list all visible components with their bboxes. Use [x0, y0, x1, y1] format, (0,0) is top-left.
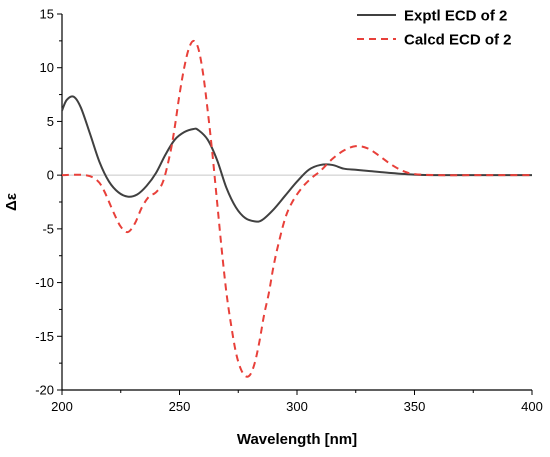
- y-tick-label: 5: [47, 114, 54, 129]
- y-tick-label: -10: [35, 275, 54, 290]
- x-tick-label: 300: [286, 399, 308, 414]
- y-tick-label: -15: [35, 329, 54, 344]
- exptl-ecd-line: [61, 95, 532, 223]
- y-tick-label: 15: [40, 7, 54, 22]
- y-tick-label: 10: [40, 60, 54, 75]
- legend: Exptl ECD of 2 Calcd ECD of 2: [357, 8, 512, 49]
- y-axis-title: Δε: [3, 193, 20, 211]
- legend-label-calcd: Calcd ECD of 2: [404, 32, 512, 49]
- x-tick-label: 250: [169, 399, 191, 414]
- x-axis-title: Wavelength [nm]: [237, 431, 357, 448]
- legend-label-exptl: Exptl ECD of 2: [404, 8, 507, 25]
- y-tick-label: -5: [42, 221, 54, 236]
- x-tick-label: 350: [404, 399, 426, 414]
- series-layer: [61, 39, 532, 378]
- calcd-ecd-line: [61, 39, 532, 378]
- y-tick-label: -20: [35, 383, 54, 398]
- x-tick-label: 200: [51, 399, 73, 414]
- x-tick-label: 400: [521, 399, 543, 414]
- y-tick-label: 0: [47, 168, 54, 183]
